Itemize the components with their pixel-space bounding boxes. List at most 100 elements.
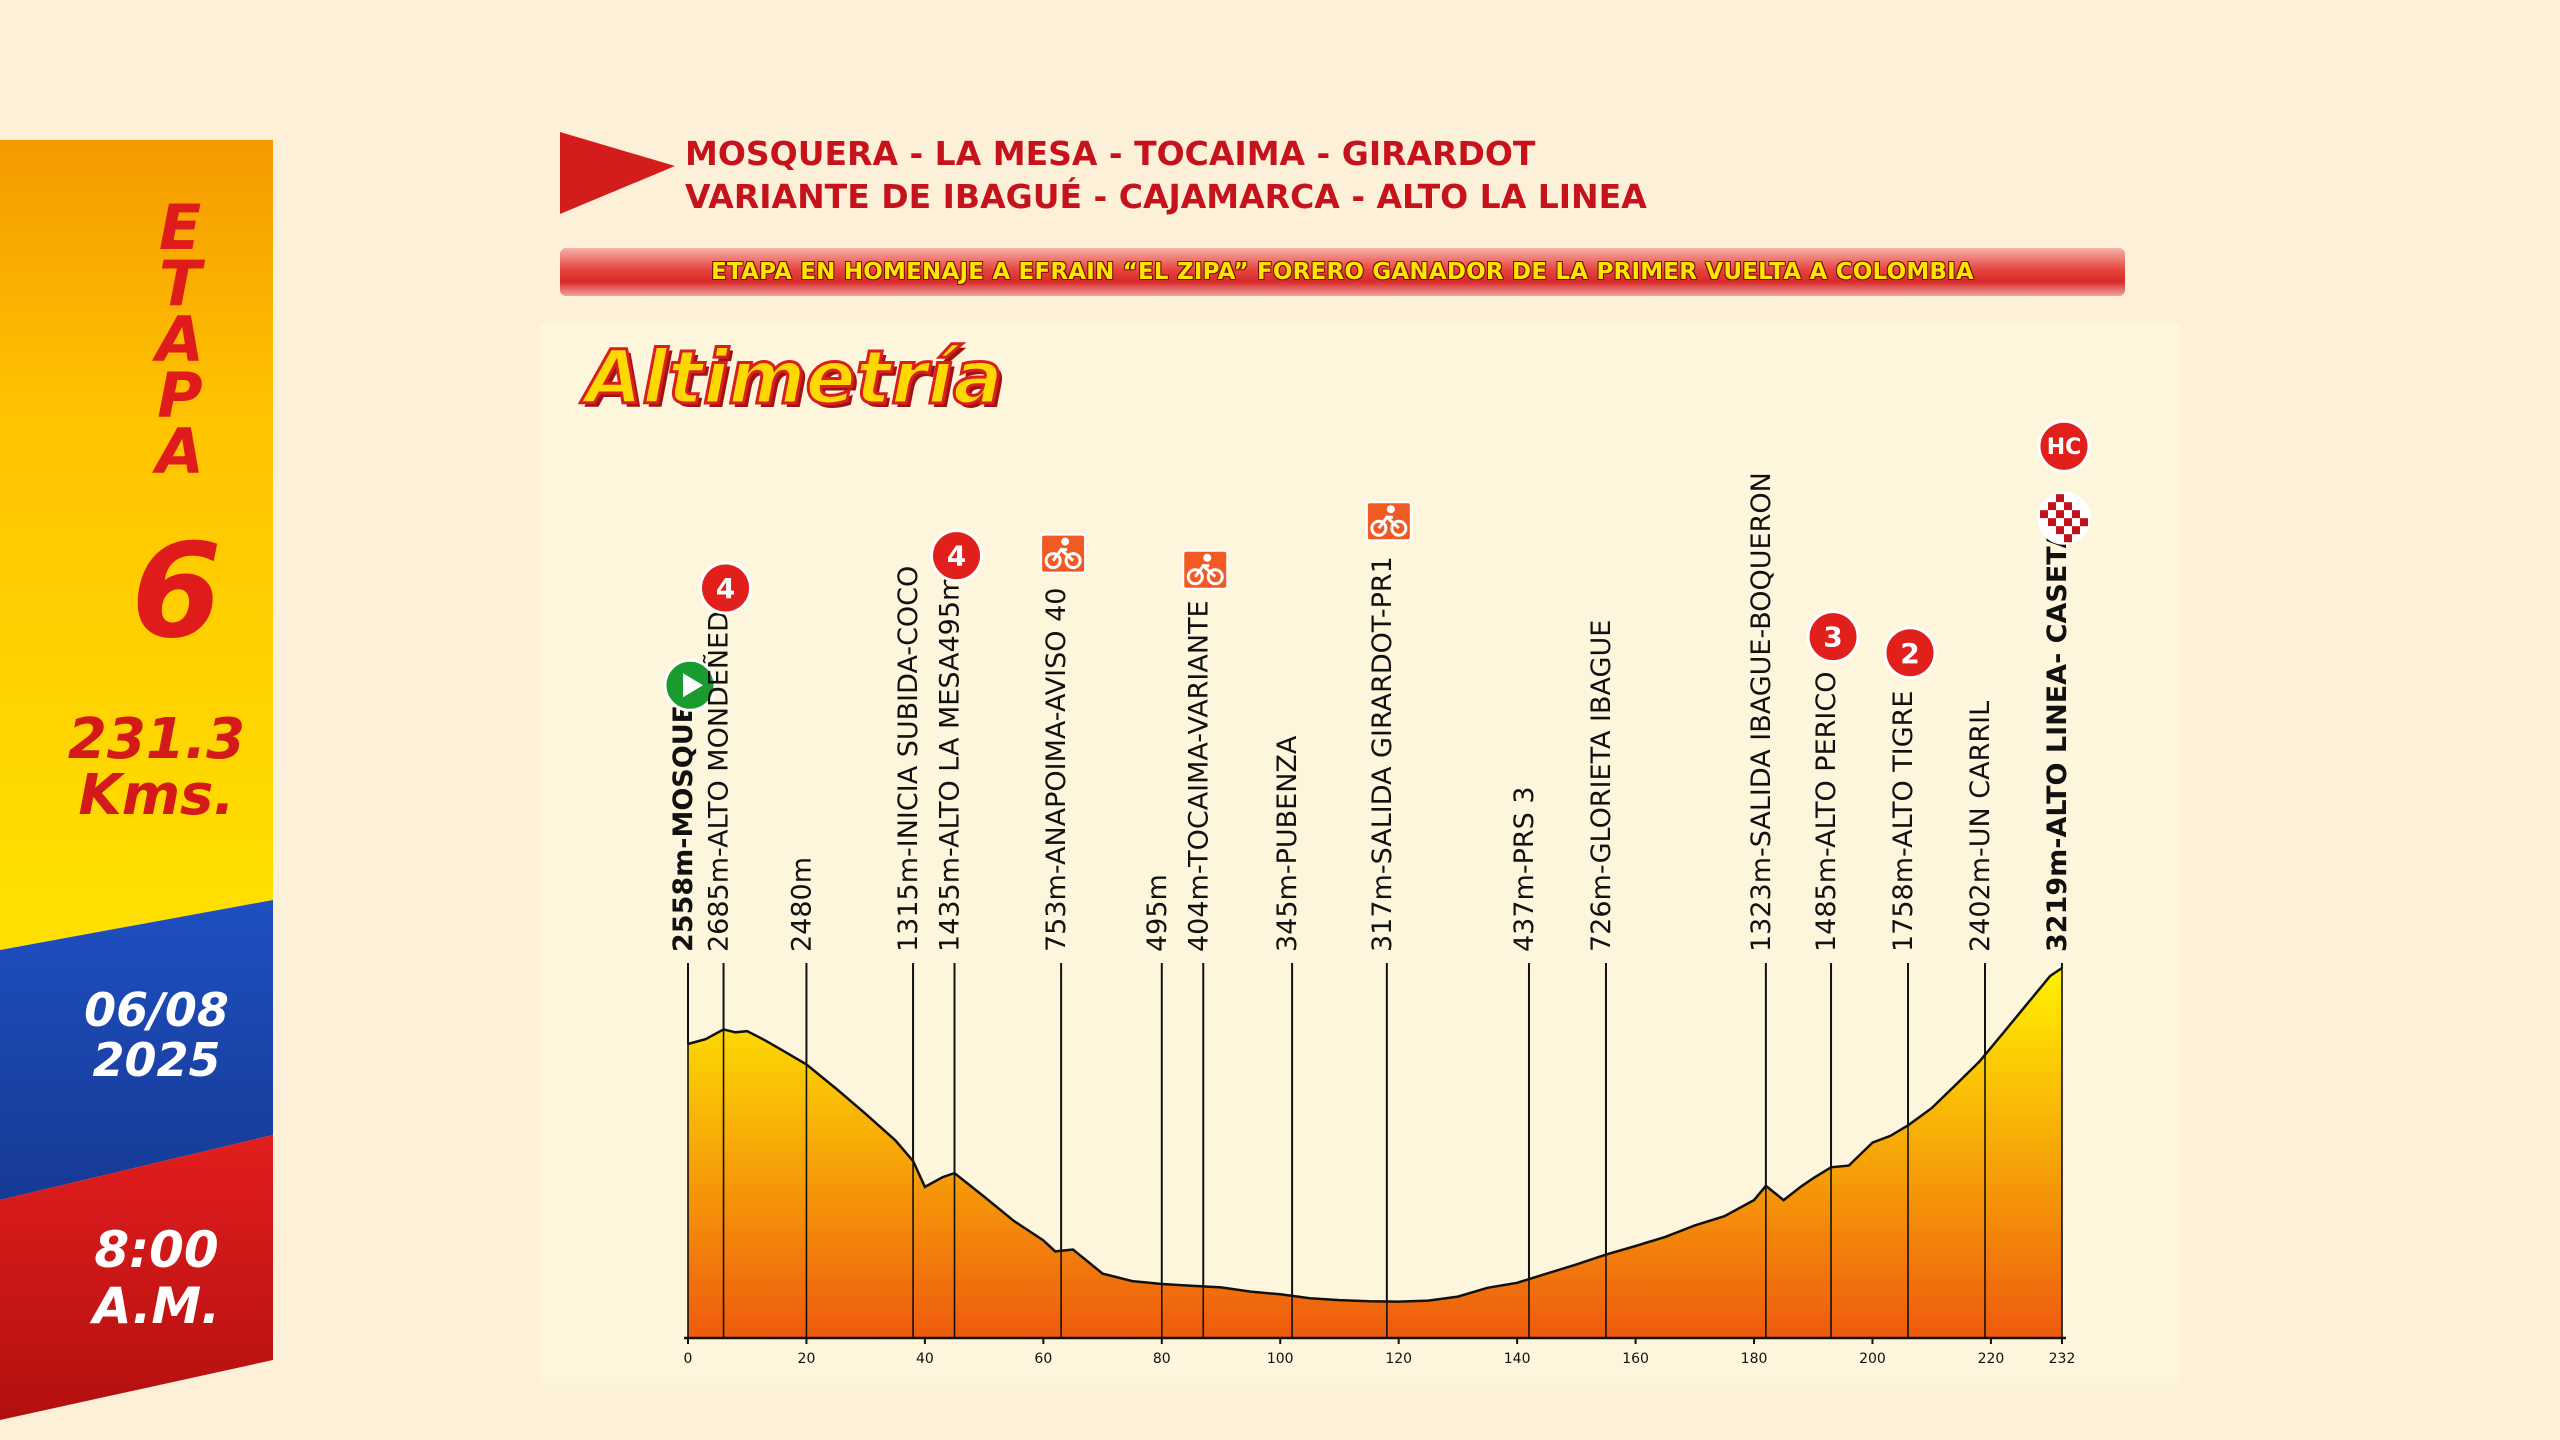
x-tick-label: 180 bbox=[1741, 1351, 1768, 1367]
waypoint: 345m-PUBENZA bbox=[1272, 735, 1303, 1338]
checker-square bbox=[2040, 518, 2048, 527]
waypoint-label: 345m-PUBENZA bbox=[1272, 735, 1303, 952]
bike-rider-head bbox=[1203, 553, 1212, 562]
sprint-icon bbox=[1182, 549, 1229, 590]
tribute-banner: ETAPA EN HOMENAJE A EFRAIN “EL ZIPA” FOR… bbox=[560, 248, 2125, 296]
waypoint-label: 3219m-ALTO LINEA- CASETA bbox=[2042, 527, 2073, 952]
checker-square bbox=[2072, 510, 2080, 519]
bike-rider-head bbox=[1061, 537, 1070, 546]
checker-square bbox=[2064, 510, 2072, 519]
waypoint: 2480m bbox=[786, 857, 817, 1338]
stage-date: 06/08 2025 bbox=[20, 985, 293, 1085]
route-line-2: VARIANTE DE IBAGUÉ - CAJAMARCA - ALTO LA… bbox=[685, 177, 1647, 216]
checker-square bbox=[2056, 526, 2064, 535]
checker-square bbox=[2072, 526, 2080, 535]
stage-distance: 231.3 Kms. bbox=[20, 712, 293, 824]
x-tick-label: 80 bbox=[1153, 1351, 1171, 1367]
profile-area bbox=[688, 968, 2062, 1338]
checker-square bbox=[2056, 494, 2064, 503]
date-year: 2025 bbox=[92, 1033, 221, 1087]
waypoint-label: 1485m-ALTO PERICO bbox=[1811, 672, 1842, 952]
waypoint-label: 1758m-ALTO TIGRE bbox=[1888, 691, 1919, 952]
waypoint-label: 2685m-ALTO MONDEÑEDO bbox=[703, 590, 735, 952]
waypoint: 2685m-ALTO MONDEÑEDO bbox=[703, 590, 735, 1338]
cat4-icon: 4 bbox=[930, 529, 984, 583]
checker-square bbox=[2056, 518, 2064, 527]
distance-value: 231.3 bbox=[67, 707, 246, 772]
colombia-flag-background bbox=[0, 140, 273, 1420]
profile-line bbox=[687, 966, 2063, 1303]
x-tick-label: 160 bbox=[1622, 1351, 1649, 1367]
checker-square bbox=[2072, 518, 2080, 527]
stage-info-panel bbox=[0, 140, 273, 1420]
waypoint-label: 1323m-SALIDA IBAGUE-BOQUERON bbox=[1746, 472, 1777, 952]
x-tick-label: 100 bbox=[1267, 1351, 1294, 1367]
waypoint: 437m-PRS 3 bbox=[1509, 786, 1540, 1338]
x-tick-label: 140 bbox=[1504, 1351, 1531, 1367]
cat3-icon: 3 bbox=[1806, 610, 1860, 664]
bike-rider-head bbox=[1386, 505, 1395, 514]
waypoint: 1485m-ALTO PERICO bbox=[1811, 672, 1842, 1338]
start-triangle bbox=[683, 673, 703, 698]
stage-word-letter: A bbox=[156, 415, 204, 488]
waypoint-label: 726m-GLORIETA IBAGUE bbox=[1586, 620, 1617, 952]
checker-square bbox=[2064, 494, 2072, 503]
waypoint: 495m bbox=[1142, 874, 1173, 1338]
category-number: 3 bbox=[1823, 621, 1842, 654]
x-tick-label: 220 bbox=[1978, 1351, 2005, 1367]
bike-wheel bbox=[1206, 568, 1224, 586]
bike-wheel bbox=[1044, 552, 1062, 570]
category-number: 4 bbox=[947, 540, 966, 573]
waypoint: 3219m-ALTO LINEA- CASETA bbox=[2042, 527, 2073, 1338]
stage-number: 6 bbox=[131, 515, 222, 667]
waypoint: 1435m-ALTO LA MESA495m bbox=[935, 575, 966, 1338]
bike-frame bbox=[1051, 547, 1075, 562]
bike-wheel bbox=[1064, 552, 1082, 570]
checker-square bbox=[2056, 502, 2064, 511]
waypoint: 1323m-SALIDA IBAGUE-BOQUERON bbox=[1746, 472, 1777, 1338]
checker-square bbox=[2072, 502, 2080, 511]
tribute-banner-text: ETAPA EN HOMENAJE A EFRAIN “EL ZIPA” FOR… bbox=[711, 259, 1974, 285]
start-time-hour: 8:00 bbox=[94, 1221, 219, 1279]
waypoint-label: 753m-ANAPOIMA-AVISO 40 bbox=[1041, 588, 1072, 952]
category-circle bbox=[699, 561, 753, 615]
sprint-box bbox=[1182, 549, 1229, 590]
checker-square bbox=[2080, 510, 2088, 519]
cat2-icon: 2 bbox=[1883, 626, 1937, 680]
checker-square bbox=[2056, 534, 2064, 543]
checker-square bbox=[2064, 526, 2072, 535]
checker-square bbox=[2040, 510, 2048, 519]
stage-word-letter: A bbox=[156, 303, 204, 376]
waypoint: 753m-ANAPOIMA-AVISO 40 bbox=[1041, 588, 1072, 1338]
x-tick-label: 40 bbox=[916, 1351, 934, 1367]
chart-title: Altimetría bbox=[584, 334, 1005, 423]
stage-word-letter: E bbox=[158, 191, 202, 264]
category-circle bbox=[1883, 626, 1937, 680]
x-tick-label: 232 bbox=[2049, 1351, 2076, 1367]
waypoint: 1315m-INICIA SUBIDA-COCO bbox=[893, 566, 924, 1338]
checker-square bbox=[2048, 518, 2056, 527]
bike-wheel bbox=[1370, 519, 1388, 537]
sprint-icon bbox=[1365, 501, 1412, 542]
waypoint: 726m-GLORIETA IBAGUE bbox=[1586, 620, 1617, 1338]
waypoint: 1758m-ALTO TIGRE bbox=[1888, 691, 1919, 1338]
waypoint-label: 495m bbox=[1142, 874, 1173, 952]
waypoint-label: 317m-SALIDA GIRARDOT-PR1 bbox=[1367, 556, 1398, 952]
bike-frame bbox=[1194, 563, 1217, 578]
x-tick-label: 120 bbox=[1385, 1351, 1412, 1367]
bike-wheel bbox=[1186, 568, 1204, 586]
hc-circle bbox=[2037, 419, 2091, 473]
category-circle bbox=[1806, 610, 1860, 664]
route-arrow-icon bbox=[560, 132, 675, 214]
start-icon bbox=[663, 658, 717, 712]
waypoint-label: 2480m bbox=[786, 857, 817, 952]
start-time: 8:00 A.M. bbox=[20, 1222, 293, 1334]
x-tick-label: 20 bbox=[798, 1351, 816, 1367]
category-number: 4 bbox=[716, 572, 735, 605]
stage-word-letter: P bbox=[157, 359, 203, 432]
x-tick-label: 0 bbox=[684, 1351, 693, 1367]
waypoint: 317m-SALIDA GIRARDOT-PR1 bbox=[1367, 556, 1398, 1338]
x-tick-label: 60 bbox=[1034, 1351, 1052, 1367]
bike-frame bbox=[1377, 514, 1400, 530]
